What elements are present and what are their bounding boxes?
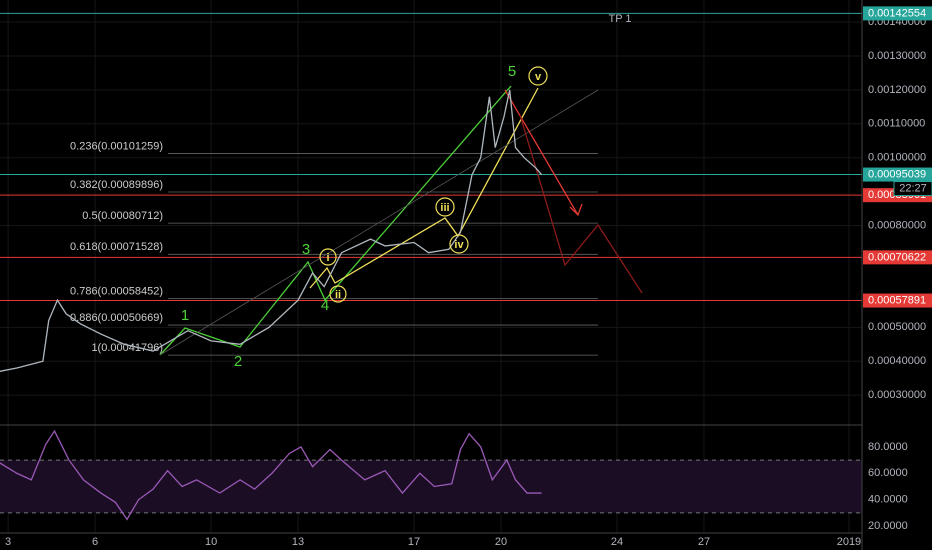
rsi-band [0, 460, 862, 513]
countdown-box [893, 181, 932, 197]
subwave-circles [319, 66, 548, 303]
y-tick-label: 0.00130000 [868, 50, 926, 62]
tp-label: TP 1 [608, 13, 631, 25]
y-tick-label: 0.00080000 [868, 219, 926, 231]
price-tag-label: 0.00142554 [868, 7, 926, 19]
price-tag-label: 0.00057891 [868, 294, 926, 306]
y-tick-label: 0.00030000 [868, 389, 926, 401]
x-tick-label: 10 [205, 536, 217, 548]
fib-label: 0.786(0.00058452) [70, 286, 163, 298]
x-tick-label: 17 [408, 536, 420, 548]
price-tag [863, 293, 932, 308]
fib-label: 0.618(0.00071528) [70, 241, 163, 253]
grid [0, 0, 862, 533]
subwave-label: ii [335, 289, 341, 301]
projection-path [519, 114, 643, 294]
subwave-label: v [535, 71, 542, 83]
fib-label: 0.886(0.00050669) [70, 312, 163, 324]
subwave-label: i [326, 252, 329, 264]
axis: 3 6 10 13 17 20 24 27 20190.000300000.000400000.… [5, 6, 932, 548]
fib-label: 1(0.00041796) [91, 342, 163, 354]
wave-label: 1 [181, 307, 189, 324]
x-tick-label: 24 [611, 536, 623, 548]
fib-label: 0.382(0.00089896) [70, 179, 163, 191]
plot [0, 89, 543, 521]
fib-levels: 0.236(0.00101259) 0.382(0.00089896) 0.5(0.… [0, 12, 862, 356]
y-tick-label: 0.00100000 [868, 152, 926, 164]
price-line-series [0, 89, 543, 372]
wave-label: 5 [508, 63, 516, 80]
y-tick-label: 0.00110000 [868, 118, 925, 130]
x-tick-label: 2019 [837, 536, 861, 548]
price-tag-label: 0.00095039 [868, 168, 926, 180]
wave-label: 3 [302, 241, 310, 258]
subwave-label: iii [440, 202, 449, 214]
price-tag [863, 250, 932, 265]
subwave-label: iv [454, 239, 464, 251]
rsi-tick-label: 60.0000 [868, 467, 908, 479]
fib-label: 0.236(0.00101259) [70, 140, 163, 152]
price-tag [863, 167, 932, 182]
wave-count [159, 85, 512, 356]
x-tick-label: 6 [92, 536, 98, 548]
price-tag [863, 6, 932, 21]
price-tag-label: 0.00070622 [868, 251, 926, 263]
subwave-count [309, 87, 539, 289]
price-line-series [0, 429, 542, 521]
wave-label: 2 [234, 353, 242, 370]
x-tick-label: 13 [292, 536, 304, 548]
y-tick-label: 0.00040000 [868, 355, 926, 367]
y-tick-label: 0.00120000 [868, 84, 926, 96]
projection-arrow [504, 89, 579, 216]
countdown: 22:27 [899, 182, 927, 194]
fib-label: 0.5(0.00080712) [82, 210, 163, 222]
trend-line [159, 89, 599, 356]
x-tick-label: 3 [5, 536, 11, 548]
rsi-tick-label: 80.0000 [868, 441, 908, 453]
x-tick-label: 27 [698, 536, 710, 548]
rsi-tick-label: 40.0000 [868, 494, 908, 506]
arrow-head [569, 203, 583, 217]
rsi-tick-label: 20.0000 [868, 520, 908, 532]
wave-label: 4 [321, 297, 329, 314]
y-tick-label: 0.00050000 [868, 321, 926, 333]
x-tick-label: 20 [495, 536, 507, 548]
